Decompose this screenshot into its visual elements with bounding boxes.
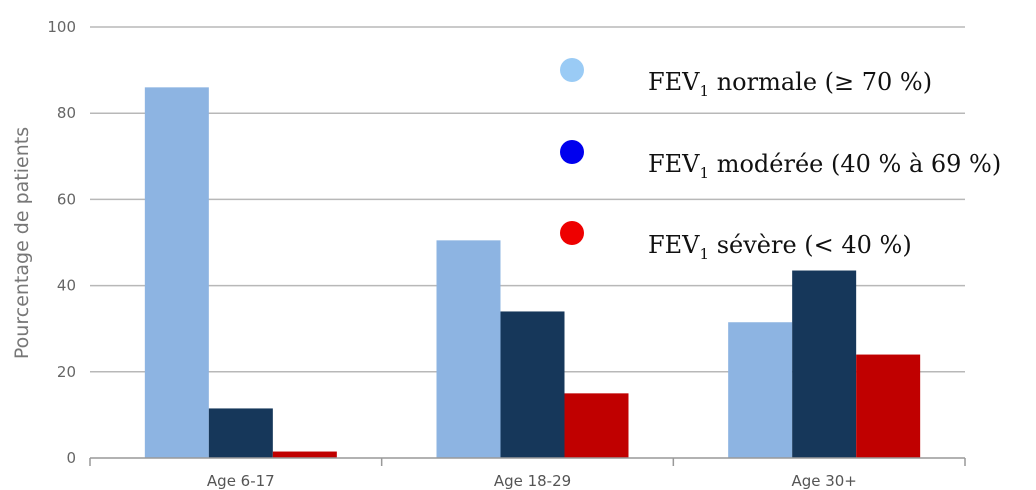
bar	[792, 270, 857, 458]
bar	[500, 311, 565, 458]
legend-marker	[560, 221, 584, 245]
legend-label-suffix: modérée (40 % à 69 %)	[709, 150, 1001, 178]
bars	[144, 87, 921, 458]
bar	[564, 393, 629, 458]
y-tick-label: 80	[57, 104, 76, 122]
legend: FEV1 normale (≥ 70 %)FEV1 modérée (40 % …	[560, 58, 1001, 263]
x-category-label: Age 6-17	[207, 472, 275, 490]
bar	[436, 240, 501, 458]
y-tick-label: 60	[57, 190, 76, 208]
legend-label-prefix: FEV	[648, 150, 700, 178]
y-tick-label: 0	[66, 449, 76, 467]
legend-label-subscript: 1	[700, 82, 710, 100]
legend-label-suffix: sévère (< 40 %)	[709, 231, 912, 259]
bar	[728, 322, 793, 458]
legend-label-prefix: FEV	[648, 231, 700, 259]
legend-label-prefix: FEV	[648, 68, 700, 96]
bar	[208, 408, 273, 458]
y-tick-label: 40	[57, 277, 76, 295]
x-category-label: Age 30+	[791, 472, 856, 490]
legend-marker	[560, 140, 584, 164]
y-tick-label: 20	[57, 363, 76, 381]
legend-label-suffix: normale (≥ 70 %)	[709, 68, 932, 96]
x-category-label: Age 18-29	[494, 472, 571, 490]
legend-entry-label: FEV1 normale (≥ 70 %)	[648, 68, 932, 100]
legend-entry-label: FEV1 sévère (< 40 %)	[648, 231, 912, 263]
y-tick-label: 100	[47, 18, 76, 36]
legend-label-subscript: 1	[700, 164, 710, 182]
bar	[144, 87, 209, 458]
legend-marker	[560, 58, 584, 82]
bar	[856, 354, 921, 458]
legend-label-subscript: 1	[700, 245, 710, 263]
bar	[272, 451, 337, 458]
legend-entry-label: FEV1 modérée (40 % à 69 %)	[648, 150, 1001, 182]
y-axis-ticks: 0 20 40 60 80 100	[47, 18, 76, 467]
x-axis: Age 6-17 Age 18-29 Age 30+	[89, 457, 966, 490]
y-axis-label: Pourcentage de patients	[11, 127, 33, 359]
